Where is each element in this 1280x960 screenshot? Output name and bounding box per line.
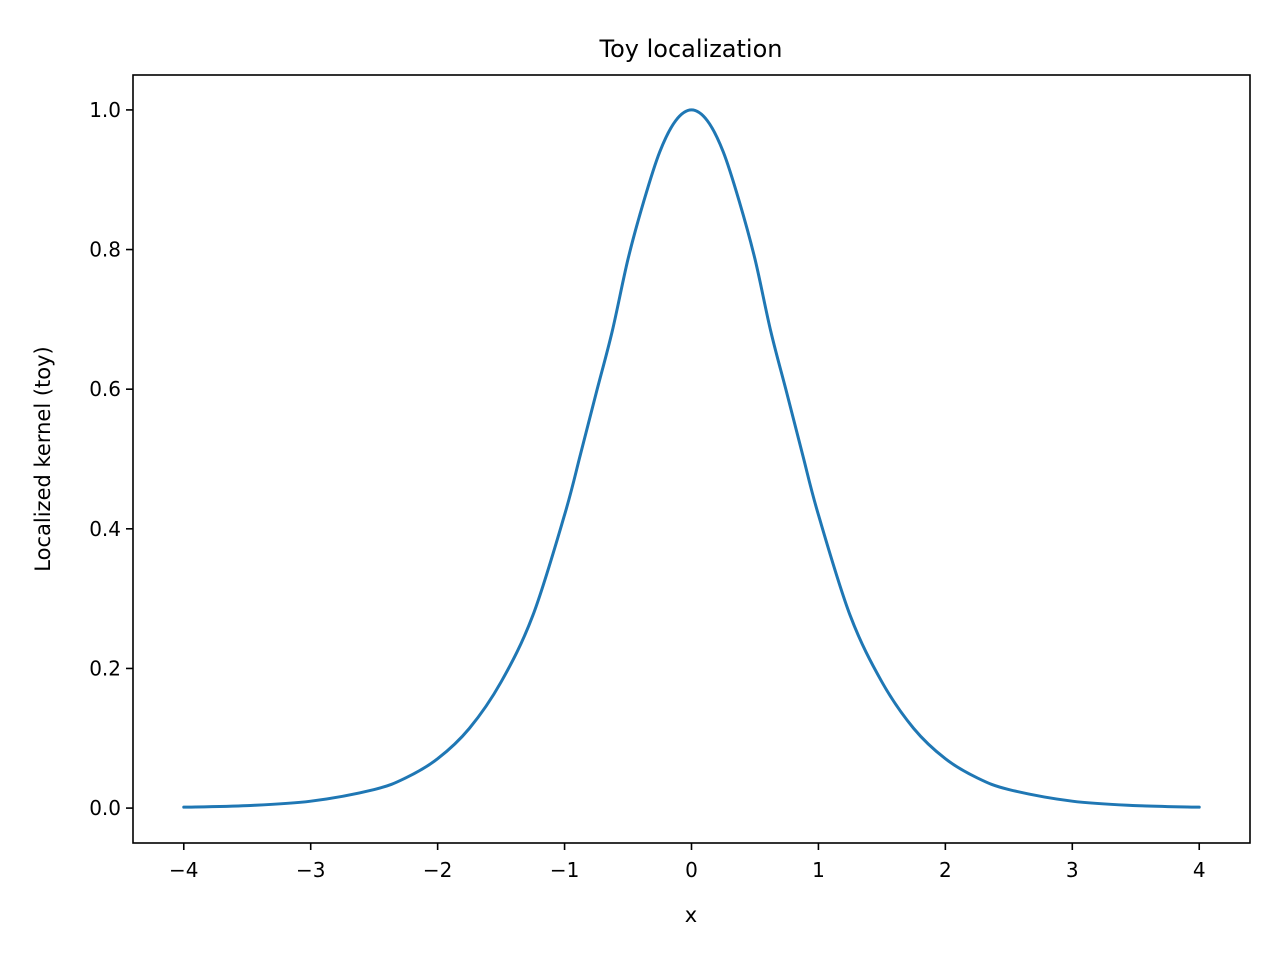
chart-title: Toy localization [599,35,783,63]
x-tick-label: −1 [550,858,579,882]
axes-frame [132,74,1251,844]
y-axis-label: Localized kernel (toy) [31,346,55,571]
x-tick-label: 0 [685,858,698,882]
y-tick-label: 0.8 [89,238,121,262]
y-tick-label: 0.4 [89,517,121,541]
y-tick-label: 0.0 [89,796,121,820]
x-tick-label: 4 [1193,858,1206,882]
plot-area [182,108,1201,809]
x-tick-label: −4 [169,858,198,882]
x-tick-label: 2 [939,858,952,882]
x-axis-label: x [685,903,697,927]
series-line [182,108,1201,809]
x-tick-label: 1 [812,858,825,882]
y-tick-label: 1.0 [89,98,121,122]
y-tick-label: 0.2 [89,656,121,680]
x-axis-ticks: −4 −3 −2 −1 0 1 2 3 4 [169,843,1206,882]
y-tick-label: 0.6 [89,377,121,401]
y-axis-ticks: 0.0 0.2 0.4 0.6 0.8 1.0 [89,98,133,820]
x-tick-label: −3 [296,858,325,882]
x-tick-label: 3 [1066,858,1079,882]
x-tick-label: −2 [423,858,452,882]
